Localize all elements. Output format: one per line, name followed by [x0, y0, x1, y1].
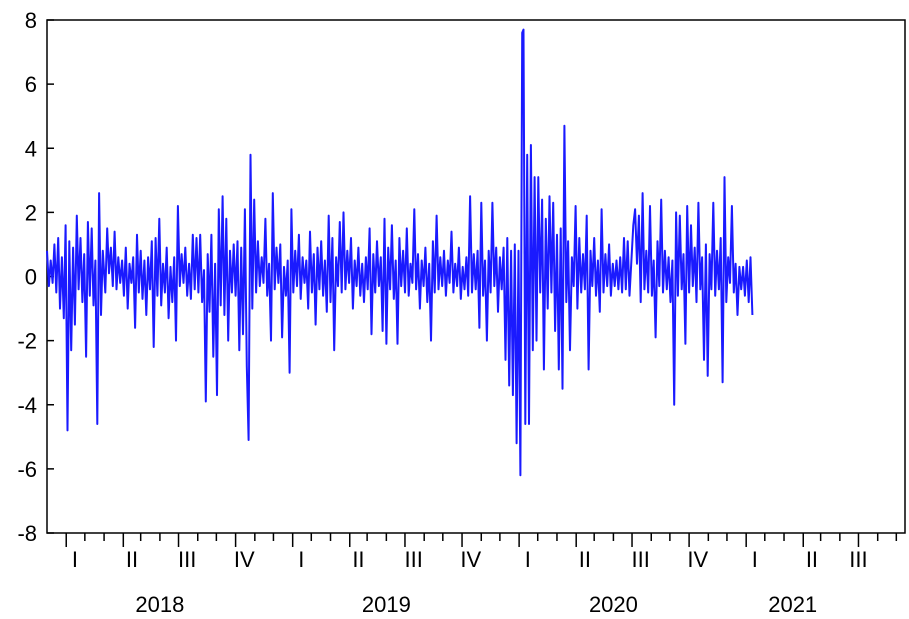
y-tick-label: 8: [25, 8, 37, 33]
quarter-label: III: [849, 547, 867, 572]
y-tick-label: -2: [17, 329, 37, 354]
quarter-label: II: [126, 547, 138, 572]
quarter-label: III: [404, 547, 422, 572]
quarter-label: I: [525, 547, 531, 572]
y-tick-label: -8: [17, 521, 37, 546]
quarter-label: III: [178, 547, 196, 572]
quarter-label: I: [72, 547, 78, 572]
quarter-label: II: [352, 547, 364, 572]
quarter-label: II: [579, 547, 591, 572]
x-axis-ticks: [65, 533, 898, 547]
year-label: 2019: [362, 592, 411, 617]
quarter-label: IV: [460, 547, 481, 572]
year-label: 2021: [768, 592, 817, 617]
quarter-label: IV: [687, 547, 708, 572]
quarter-label: IV: [234, 547, 255, 572]
y-axis-tick-labels: 8 6 4 2 0 -2 -4 -6 -8: [17, 8, 37, 546]
y-tick-label: -4: [17, 393, 37, 418]
y-tick-label: 4: [25, 136, 37, 161]
quarter-label: III: [632, 547, 650, 572]
series-line: [46, 28, 754, 477]
y-tick-label: -6: [17, 457, 37, 482]
quarter-label: II: [806, 547, 818, 572]
quarter-label: I: [298, 547, 304, 572]
quarter-labels: I II III IV I II III IV I II III IV I II III: [72, 547, 868, 572]
y-tick-label: 0: [25, 265, 37, 290]
year-label: 2018: [135, 592, 184, 617]
year-labels: 2018 2019 2020 2021: [135, 592, 817, 617]
year-label: 2020: [589, 592, 638, 617]
quarter-label: I: [752, 547, 758, 572]
y-tick-label: 2: [25, 200, 37, 225]
y-tick-label: 6: [25, 72, 37, 97]
